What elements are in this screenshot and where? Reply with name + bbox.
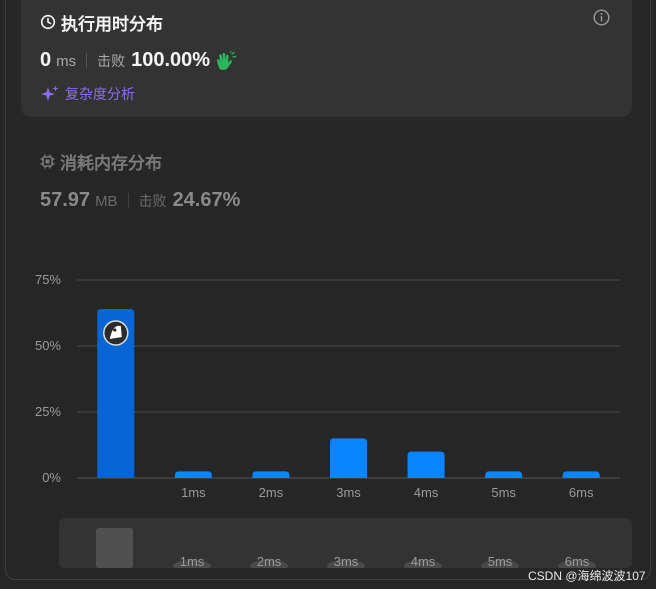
memory-unit: MB: [95, 193, 118, 210]
range-tick-label: 3ms: [334, 554, 359, 568]
chart-bar: [562, 471, 600, 478]
info-icon[interactable]: [593, 9, 610, 26]
range-tick-label: 1ms: [180, 554, 205, 568]
chart-bar: [485, 471, 523, 478]
range-tick-label: 5ms: [488, 554, 513, 568]
chart-bar: [407, 451, 445, 478]
range-selector-chart: 1ms 2ms 3ms 4ms 5ms 6ms: [96, 528, 596, 568]
range-tick-marker: [404, 560, 442, 568]
runtime-section-title: 执行用时分布: [40, 11, 163, 34]
range-tick-marker: [250, 560, 288, 568]
stat-divider: [127, 193, 129, 208]
range-bar: [96, 528, 133, 568]
y-tick-label: 25%: [35, 404, 61, 419]
y-tick-label: 50%: [35, 338, 61, 353]
chart-bar: [97, 309, 135, 478]
memory-section-title[interactable]: 消耗内存分布: [40, 150, 162, 173]
runtime-stats: 0 ms 击败 100.00%: [40, 49, 237, 72]
range-tick-marker: [327, 560, 365, 568]
chart-bar: [252, 471, 290, 478]
runtime-unit: ms: [56, 53, 77, 70]
range-tick-marker: [481, 560, 519, 568]
complexity-analysis-link[interactable]: 复杂度分析: [41, 84, 135, 104]
x-tick-label: 6ms: [569, 485, 594, 500]
x-tick-label: 2ms: [259, 485, 284, 500]
range-tick-label: 6ms: [565, 554, 590, 568]
y-tick-label: 0%: [42, 470, 61, 485]
x-tick-label: 1ms: [181, 485, 206, 500]
watermark: CSDN @海绵波波107: [528, 569, 646, 583]
avatar-figure: [109, 325, 122, 340]
x-tick-label: 3ms: [336, 485, 361, 500]
range-tick-label: 4ms: [411, 554, 436, 568]
runtime-title: 执行用时分布: [61, 14, 163, 34]
x-tick-label: 4ms: [414, 485, 439, 500]
clock-icon: [40, 14, 56, 30]
x-tick-label: 5ms: [491, 485, 516, 500]
memory-value: 57.97: [40, 189, 91, 211]
chart-bar: [330, 438, 367, 478]
memory-beats-percent: 24.67%: [172, 189, 241, 211]
avatar-eye: [113, 328, 117, 332]
memory-beats-label: 击败: [138, 193, 167, 209]
runtime-card: [21, 0, 632, 117]
memory-title: 消耗内存分布: [60, 153, 162, 173]
runtime-beats-label: 击败: [97, 53, 126, 69]
runtime-value: 0: [40, 49, 52, 71]
range-tick-marker: [173, 560, 211, 568]
stat-divider: [86, 53, 88, 68]
sparkle-icon: [41, 85, 59, 101]
range-tick-marker: [558, 560, 596, 568]
range-selector[interactable]: 1ms 2ms 3ms 4ms 5ms 6ms: [59, 518, 632, 568]
chart-bar: [174, 471, 212, 478]
y-tick-label: 75%: [35, 272, 61, 287]
user-avatar: [103, 320, 129, 346]
runtime-beats-percent: 100.00%: [131, 49, 211, 71]
chip-icon: [40, 154, 55, 168]
complexity-analysis-label: 复杂度分析: [65, 86, 135, 102]
range-tick-label: 2ms: [257, 554, 282, 568]
memory-stats: 57.97 MB 击败 24.67%: [40, 189, 240, 212]
clap-icon: [216, 50, 237, 70]
result-panel: [5, 0, 651, 580]
